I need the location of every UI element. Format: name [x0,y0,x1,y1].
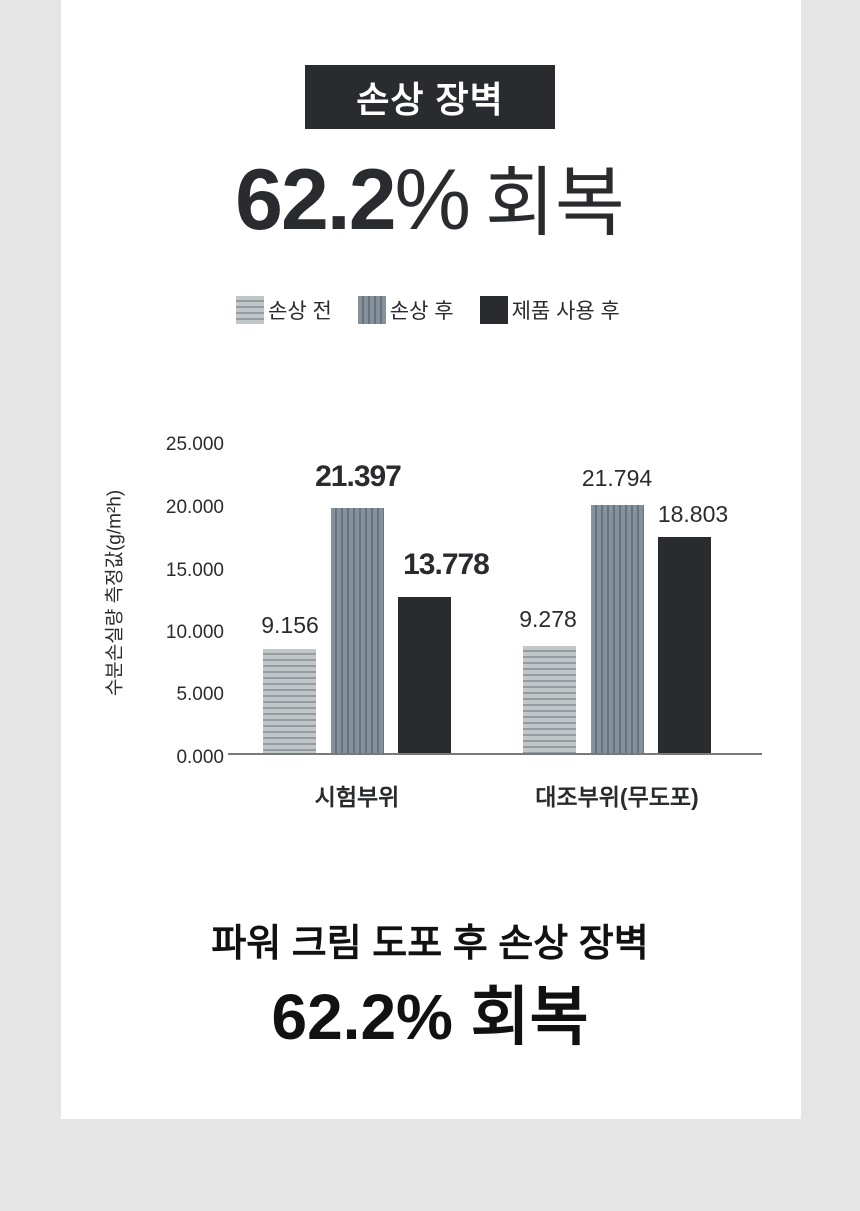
legend-swatch-after [357,296,386,324]
legend-label: 손상 전 [268,300,332,323]
bar-control-product [658,537,711,754]
value-label: 9.156 [261,612,319,638]
footer-result: 62.2% 회복 [271,981,589,1053]
legend-item-after: 손상 후 [357,295,454,325]
legend-swatch-product [479,296,508,324]
category-label: 시험부위 [314,784,400,810]
y-tick: 15.000 [165,560,224,581]
headline-number: 62.2 [235,152,396,248]
legend-item-product: 제품 사용 후 [479,295,620,325]
bar-test-after [331,508,384,754]
value-label: 18.803 [657,501,729,527]
y-axis-label: 수분손실량 측정값(g/m²h) [104,489,126,697]
y-tick: 25.000 [165,434,224,455]
x-axis-line [228,753,762,755]
headline: 62.2% 회복 [0,150,860,254]
value-label: 21.794 [581,465,653,491]
title-badge: 손상 장벽 [305,65,555,129]
bar-control-after [591,505,644,754]
value-label: 13.778 [403,548,490,581]
bar-test-product [398,597,451,754]
value-label: 21.397 [315,460,402,493]
bar-test-before [263,649,316,754]
bar-control-before [523,646,576,754]
legend-swatch-before [236,296,264,324]
value-label: 9.278 [519,606,577,632]
headline-word: 회복 [485,161,625,246]
y-tick: 0.000 [176,747,224,768]
chart-legend: 손상 전 손상 후 제품 사용 후 [236,296,646,324]
headline-percent: % [394,152,471,248]
y-tick: 5.000 [176,684,224,705]
category-label: 대조부위(무도포) [535,784,699,810]
footer-caption: 파워 크림 도포 후 손상 장벽 [211,923,649,965]
legend-label: 손상 후 [389,300,454,323]
legend-label: 제품 사용 후 [511,300,620,323]
y-tick: 20.000 [165,497,224,518]
legend-item-before: 손상 전 [236,295,332,325]
y-tick: 10.000 [165,622,224,643]
